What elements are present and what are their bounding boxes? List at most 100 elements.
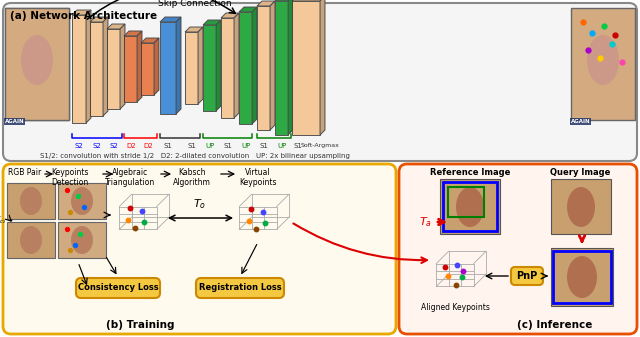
- Polygon shape: [120, 24, 125, 109]
- Polygon shape: [221, 13, 239, 18]
- Bar: [90, 22, 103, 116]
- Polygon shape: [275, 0, 293, 1]
- Bar: [160, 22, 176, 114]
- Polygon shape: [141, 38, 159, 43]
- Bar: [551, 248, 613, 306]
- Text: D2: D2: [126, 143, 136, 149]
- Polygon shape: [86, 10, 91, 123]
- Polygon shape: [124, 31, 142, 36]
- Text: S1: S1: [294, 143, 303, 149]
- Polygon shape: [239, 7, 257, 12]
- Ellipse shape: [20, 187, 42, 215]
- Bar: [239, 12, 252, 124]
- Bar: [551, 179, 611, 234]
- Polygon shape: [257, 1, 275, 6]
- Ellipse shape: [20, 226, 42, 254]
- Text: ${}^{c_1}\!T_{c_2}$: ${}^{c_1}\!T_{c_2}$: [0, 215, 6, 227]
- Polygon shape: [72, 10, 91, 15]
- FancyBboxPatch shape: [399, 164, 637, 334]
- Bar: [448, 187, 484, 217]
- Polygon shape: [252, 7, 257, 124]
- Polygon shape: [107, 24, 125, 29]
- Bar: [571, 8, 635, 120]
- Text: Keypoints
Detection: Keypoints Detection: [51, 168, 89, 187]
- Polygon shape: [198, 27, 203, 104]
- Polygon shape: [90, 17, 108, 22]
- Polygon shape: [86, 10, 91, 123]
- Bar: [5, 8, 69, 120]
- Polygon shape: [124, 31, 142, 36]
- Bar: [275, 1, 288, 135]
- Text: Consistency Loss: Consistency Loss: [77, 283, 158, 293]
- Polygon shape: [234, 13, 239, 118]
- Polygon shape: [154, 38, 159, 95]
- Polygon shape: [288, 0, 293, 135]
- Polygon shape: [185, 27, 203, 32]
- Ellipse shape: [567, 187, 595, 227]
- FancyBboxPatch shape: [3, 164, 396, 334]
- Polygon shape: [320, 0, 325, 135]
- Text: S1/2: convolution with stride 1/2   D2: 2-dilated convolution   UP: 2x bilinear : S1/2: convolution with stride 1/2 D2: 2-…: [40, 153, 350, 159]
- Polygon shape: [216, 20, 221, 111]
- Bar: [58, 222, 106, 258]
- Text: UP: UP: [277, 143, 287, 149]
- Polygon shape: [176, 17, 181, 114]
- Text: AGAIN: AGAIN: [571, 119, 591, 124]
- Text: S1: S1: [164, 143, 172, 149]
- Bar: [203, 25, 216, 111]
- Ellipse shape: [71, 226, 93, 254]
- FancyBboxPatch shape: [196, 278, 284, 298]
- Ellipse shape: [587, 35, 619, 85]
- Text: Skip Connection: Skip Connection: [158, 0, 232, 8]
- Bar: [72, 15, 86, 123]
- Text: S2: S2: [109, 143, 118, 149]
- Polygon shape: [239, 7, 257, 12]
- Polygon shape: [292, 0, 325, 1]
- Bar: [5, 8, 69, 120]
- Bar: [292, 1, 320, 135]
- Polygon shape: [203, 20, 221, 25]
- Bar: [257, 6, 270, 130]
- Polygon shape: [160, 17, 181, 22]
- Polygon shape: [234, 13, 239, 118]
- Text: Aligned Keypoints: Aligned Keypoints: [420, 303, 490, 312]
- Text: Algebraic
Triangulation: Algebraic Triangulation: [105, 168, 155, 187]
- Ellipse shape: [456, 187, 484, 227]
- Polygon shape: [221, 13, 239, 18]
- Bar: [7, 222, 55, 258]
- Polygon shape: [72, 10, 91, 15]
- Polygon shape: [216, 20, 221, 111]
- Bar: [553, 251, 611, 303]
- Text: D2: D2: [143, 143, 153, 149]
- Text: Virtual
Keypoints: Virtual Keypoints: [239, 168, 276, 187]
- Polygon shape: [288, 0, 293, 135]
- Text: S2: S2: [75, 143, 83, 149]
- Polygon shape: [176, 17, 181, 114]
- Text: S1: S1: [188, 143, 196, 149]
- Text: S1: S1: [223, 143, 232, 149]
- Text: $T_o$: $T_o$: [193, 197, 207, 211]
- Text: RGB Pair: RGB Pair: [8, 168, 42, 177]
- Ellipse shape: [71, 187, 93, 215]
- FancyBboxPatch shape: [3, 3, 637, 161]
- Text: Reference Image: Reference Image: [430, 168, 510, 177]
- Text: (c) Inference: (c) Inference: [517, 320, 593, 330]
- Polygon shape: [257, 1, 275, 6]
- Text: UP: UP: [205, 143, 214, 149]
- Polygon shape: [120, 24, 125, 109]
- Text: Registration Loss: Registration Loss: [198, 283, 282, 293]
- Polygon shape: [107, 24, 125, 29]
- Text: UP: UP: [241, 143, 251, 149]
- Ellipse shape: [21, 35, 53, 85]
- FancyBboxPatch shape: [76, 278, 160, 298]
- Text: AGAIN: AGAIN: [5, 119, 24, 124]
- Polygon shape: [160, 17, 181, 22]
- Polygon shape: [141, 38, 159, 43]
- Polygon shape: [185, 27, 203, 32]
- Text: S1: S1: [260, 143, 268, 149]
- Polygon shape: [103, 17, 108, 116]
- Polygon shape: [252, 7, 257, 124]
- Bar: [185, 32, 198, 104]
- Polygon shape: [275, 0, 293, 1]
- Polygon shape: [320, 0, 325, 135]
